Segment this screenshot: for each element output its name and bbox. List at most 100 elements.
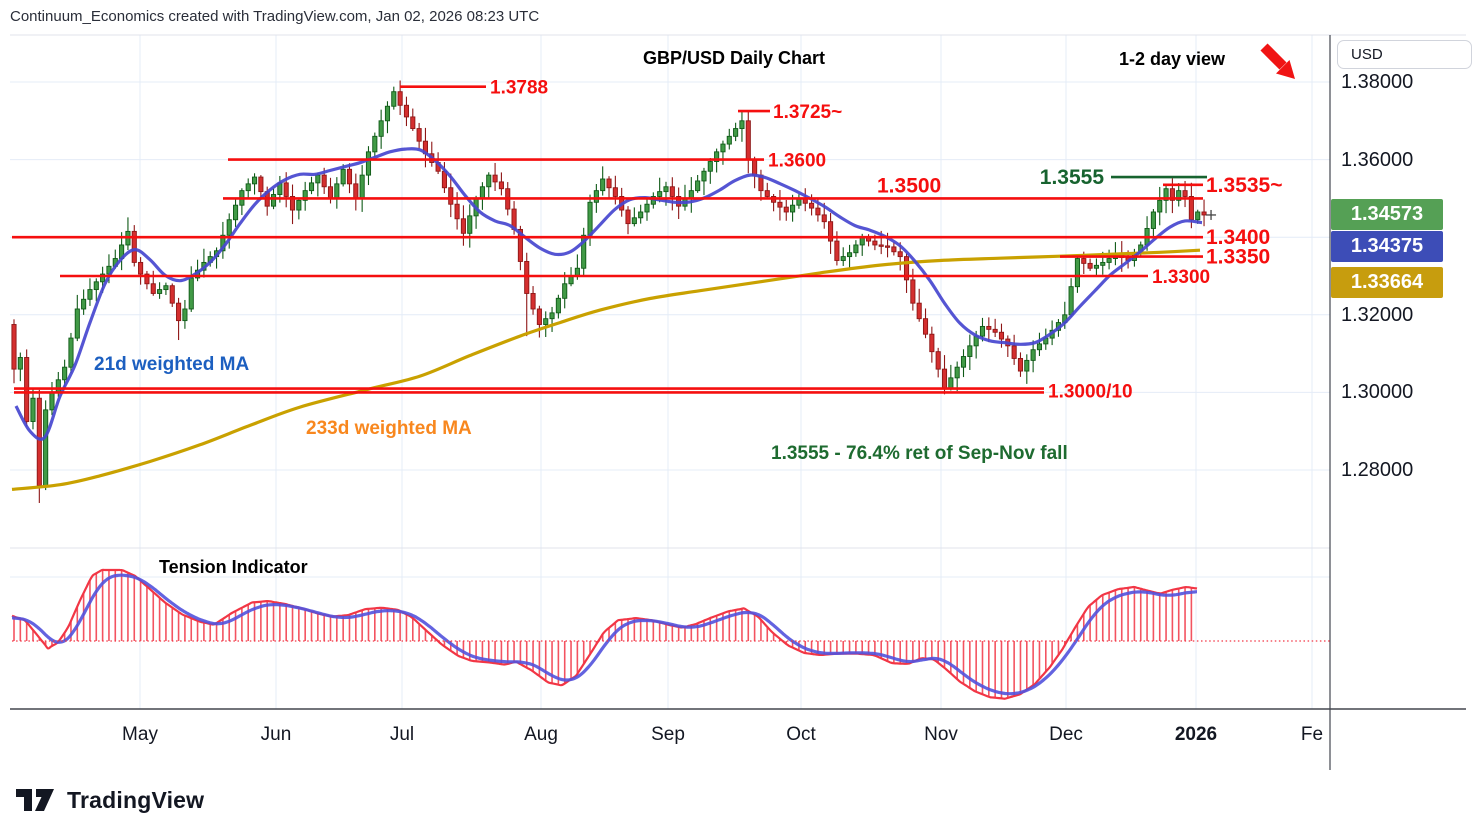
candle-up: [663, 186, 669, 193]
candle-down: [884, 245, 891, 248]
candle-up: [93, 281, 99, 291]
candle-up: [948, 377, 954, 389]
fib-retracement-note: 1.3555 - 76.4% ret of Sep-Nov fall: [771, 443, 1068, 464]
candle-down: [606, 178, 612, 189]
candle-down: [258, 176, 264, 193]
candle-up: [81, 298, 87, 310]
price-tick-label: 1.38000: [1341, 71, 1414, 93]
tradingview-logo[interactable]: TradingView: [15, 786, 204, 814]
candle-up: [182, 308, 188, 322]
candle-down: [809, 202, 815, 209]
candle-up: [100, 273, 106, 283]
time-axis-label: Aug: [524, 724, 558, 745]
time-axis-label: May: [122, 724, 158, 745]
price-chart-canvas[interactable]: 1.3788 1.3725~ 1.3600 1.3500 1.3555 1.3535~ 1.…: [0, 0, 1474, 780]
candle-down: [321, 174, 327, 188]
candle-up: [979, 325, 986, 337]
candle-up: [315, 174, 321, 184]
ma21-line: [14, 147, 1203, 441]
candle-down: [916, 302, 922, 320]
level-label: 1.3535~: [1206, 174, 1283, 197]
ma21-price-badge: 1.34375: [1331, 231, 1443, 262]
candle-down: [1081, 258, 1087, 264]
candle-down: [289, 196, 296, 211]
candle-up: [720, 143, 726, 153]
candle-up: [157, 289, 163, 294]
candle-down: [821, 214, 827, 223]
candle-up: [384, 105, 391, 122]
candle-down: [878, 244, 884, 247]
candle-up: [581, 234, 587, 269]
candle-down: [929, 333, 935, 353]
candle-up: [790, 204, 796, 213]
candle-up: [1024, 359, 1030, 372]
candle-down: [815, 207, 821, 216]
candle-up: [30, 397, 36, 422]
candle-up: [840, 256, 846, 261]
candle-up: [967, 345, 973, 357]
candle-up: [657, 191, 663, 197]
down-right-arrow-icon: [1256, 42, 1304, 88]
currency-selector-button[interactable]: USD: [1337, 40, 1472, 69]
ma233-price-badge: 1.33664: [1331, 267, 1443, 298]
candle-down: [872, 240, 878, 246]
candle-up: [1163, 188, 1169, 201]
candle-up: [1030, 349, 1036, 361]
candle-down: [891, 246, 897, 253]
candle-down: [410, 116, 416, 130]
level-label: 1.3788: [490, 78, 548, 99]
tension-slow-line: [11, 573, 1198, 696]
candle-up: [1195, 211, 1201, 221]
candle-down: [524, 261, 530, 294]
candle-down: [941, 368, 948, 389]
candle-down: [834, 240, 840, 261]
candle-down: [144, 273, 150, 285]
time-axis-label: Jul: [389, 724, 415, 745]
candle-up: [302, 190, 308, 201]
indicator-title: Tension Indicator: [159, 557, 308, 577]
candle-down: [897, 251, 903, 258]
candle-down: [935, 351, 941, 370]
level-label: 1.3400: [1206, 226, 1270, 249]
candle-down: [1017, 358, 1024, 372]
candle-up: [644, 203, 650, 213]
candle-down: [283, 182, 289, 197]
candle-down: [828, 221, 834, 242]
candle-down: [1182, 190, 1188, 197]
attribution-text: Continuum_Economics created with Trading…: [10, 8, 540, 25]
ma233-line: [11, 248, 1201, 491]
tradingview-mark-icon: [16, 789, 54, 811]
time-axis-label: Oct: [786, 724, 816, 745]
candle-up: [549, 312, 555, 320]
candle-up: [372, 135, 378, 153]
chart-plot-area[interactable]: [10, 35, 1330, 709]
candle-down: [922, 318, 929, 335]
candle-down: [517, 228, 523, 262]
candle-down: [397, 91, 403, 106]
candle-up: [296, 199, 302, 211]
candle-up: [340, 168, 346, 185]
candle-down: [492, 174, 498, 183]
candle-down: [745, 120, 751, 161]
candle-up: [847, 252, 853, 258]
candle-up: [334, 183, 340, 199]
candle-up: [600, 178, 606, 192]
time-axis-label: Sep: [651, 724, 685, 745]
candle-up: [74, 308, 80, 339]
candle-down: [992, 328, 998, 333]
candle-up: [163, 285, 169, 291]
candle-up: [308, 182, 315, 192]
candle-up: [733, 128, 739, 137]
candle-up: [1093, 264, 1099, 269]
candle-up: [1106, 258, 1112, 263]
candle-up: [43, 409, 49, 486]
ma21-label: 21d weighted MA: [94, 354, 250, 375]
candle-up: [954, 366, 960, 379]
candle-up: [707, 161, 713, 172]
level-label: 1.3500: [877, 174, 941, 197]
candle-up: [1074, 258, 1080, 288]
candle-down: [169, 285, 175, 304]
candle-up: [587, 201, 593, 236]
level-label: 1.3350: [1206, 246, 1270, 269]
